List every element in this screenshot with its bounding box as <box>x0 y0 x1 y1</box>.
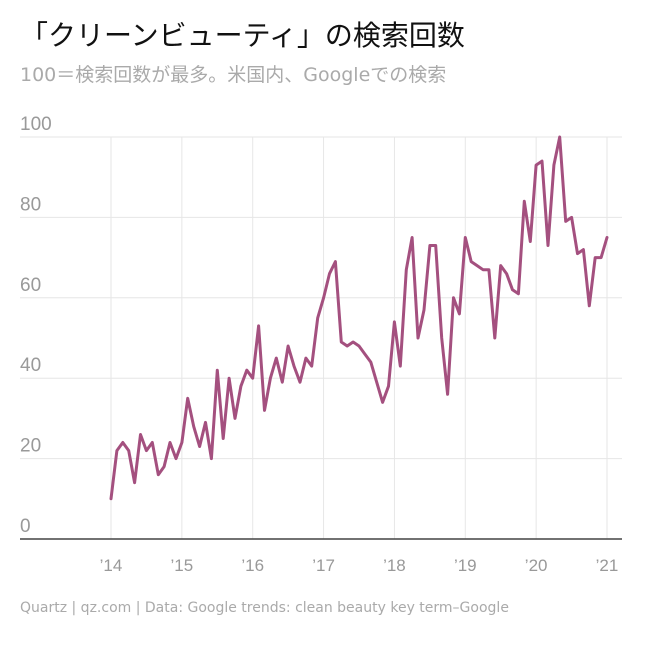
y-tick-label: 0 <box>20 516 31 537</box>
y-tick-label: 60 <box>20 275 41 296</box>
series-line <box>109 135 609 501</box>
x-tick-label: ’17 <box>312 556 335 575</box>
line-chart: 0 20 40 60 80 100 ’14 ’15 ’16 ’17 ’18 ’19 ’20 ’21 <box>20 114 622 575</box>
source-note: Quartz | qz.com | Data: Google trends: c… <box>20 600 509 616</box>
chart-subtitle: 100＝検索回数が最多。米国内、Googleでの検索 <box>20 64 447 86</box>
y-tick-label: 40 <box>20 355 41 376</box>
y-tick-label: 100 <box>20 114 52 135</box>
x-tick-label: ’16 <box>241 556 264 575</box>
x-tick-label: ’18 <box>383 556 406 575</box>
y-axis-ticks: 0 20 40 60 80 100 <box>20 114 52 537</box>
x-tick-label: ’19 <box>454 556 477 575</box>
chart-title: 「クリーンビューティ」の検索回数 <box>20 19 465 52</box>
x-tick-label: ’20 <box>525 556 548 575</box>
gridlines <box>20 136 622 539</box>
x-axis-ticks: ’14 ’15 ’16 ’17 ’18 ’19 ’20 ’21 <box>100 556 619 575</box>
x-tick-label: ’14 <box>100 556 123 575</box>
x-tick-label: ’21 <box>596 556 619 575</box>
y-tick-label: 80 <box>20 194 41 215</box>
y-tick-label: 20 <box>20 436 41 457</box>
x-tick-label: ’15 <box>171 556 194 575</box>
